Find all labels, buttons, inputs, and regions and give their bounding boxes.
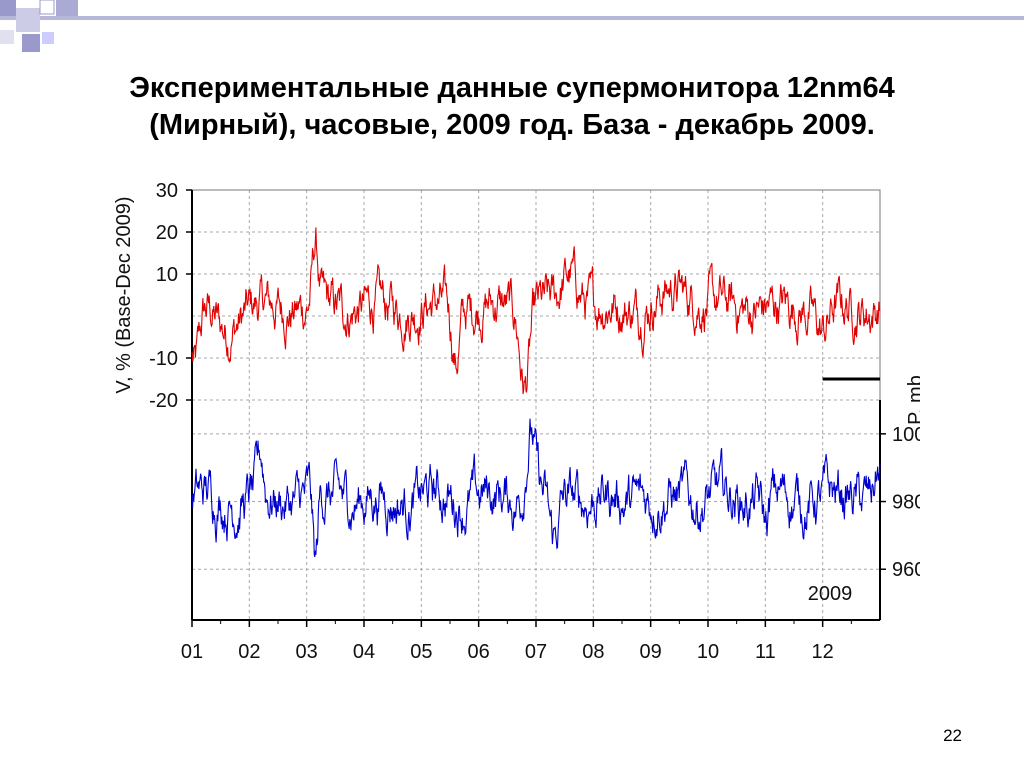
- year-label: 2009: [808, 583, 853, 605]
- y-axis-label: V, % (Base-Dec 2009): [113, 196, 135, 393]
- chart: 30 20 10 -10 -20 1000 980 960 01 02 03 04 05 06 07 08 09…: [113, 180, 920, 663]
- x-tick-label: 02: [238, 641, 260, 663]
- p-tick-label: 1000: [892, 424, 920, 446]
- x-tick-label: 01: [181, 641, 203, 663]
- x-tick-label: 07: [525, 641, 547, 663]
- neutron-series-line: [191, 227, 881, 395]
- y-tick-label: 30: [156, 180, 178, 202]
- title-line-2: (Мирный), часовые, 2009 год. База - дека…: [149, 109, 875, 141]
- y-tick-label: -20: [149, 390, 178, 412]
- p-axis-label: P, mb: [905, 375, 920, 425]
- slide-title: Экспериментальные данные супермонитора 1…: [30, 70, 994, 144]
- page-number: 22: [943, 726, 962, 745]
- plot-frame: [191, 189, 881, 621]
- y-tick-label: -10: [149, 348, 178, 370]
- title-line-1: Экспериментальные данные супермонитора 1…: [129, 72, 895, 104]
- x-tick-label: 06: [468, 641, 490, 663]
- x-tick-label: 04: [353, 641, 375, 663]
- y-tick-label: 10: [156, 264, 178, 286]
- x-tick-label: 05: [410, 641, 432, 663]
- y-tick-label: 20: [156, 222, 178, 244]
- x-tick-label: 03: [296, 641, 318, 663]
- x-tick-label: 11: [755, 641, 776, 663]
- pressure-series-line: [191, 418, 881, 558]
- x-tick-label: 10: [697, 641, 719, 663]
- p-tick-label: 960: [892, 559, 920, 581]
- x-tick-label: 08: [582, 641, 604, 663]
- corner-decoration: [0, 0, 1024, 52]
- x-tick-label: 12: [812, 641, 834, 663]
- p-tick-label: 980: [892, 492, 920, 514]
- x-tick-label: 09: [640, 641, 662, 663]
